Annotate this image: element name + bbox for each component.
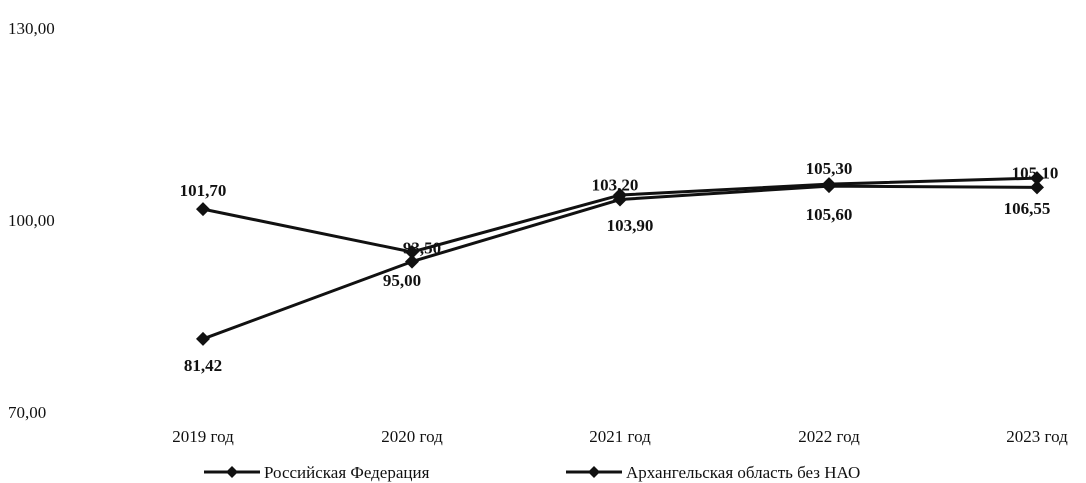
y-tick-label: 100,00 bbox=[8, 211, 55, 230]
data-label: 93,50 bbox=[403, 239, 441, 258]
series-2-point bbox=[196, 331, 210, 346]
y-tick-label: 70,00 bbox=[8, 403, 46, 422]
data-label: 105,10 bbox=[1012, 163, 1059, 182]
series-line-2 bbox=[202, 184, 1038, 341]
series-2-point bbox=[613, 192, 627, 207]
series-2-point bbox=[1030, 180, 1044, 195]
data-label: 105,30 bbox=[806, 159, 853, 178]
x-tick-label: 2022 год bbox=[798, 427, 860, 446]
series-2-point bbox=[405, 254, 419, 269]
data-label: 101,70 bbox=[180, 181, 227, 200]
data-label: 95,00 bbox=[383, 271, 421, 290]
data-label: 105,60 bbox=[806, 205, 853, 224]
x-tick-label: 2020 год bbox=[381, 427, 443, 446]
data-label: 103,90 bbox=[607, 216, 654, 235]
y-tick-label: 130,00 bbox=[8, 19, 55, 38]
x-tick-label: 2021 год bbox=[589, 427, 651, 446]
legend-marker-2 bbox=[588, 466, 600, 478]
legend-label-2: Архангельская область без НАО bbox=[626, 463, 860, 482]
legend-label-1: Российская Федерация bbox=[264, 463, 430, 482]
series-2-point bbox=[822, 179, 836, 194]
data-label: 106,55 bbox=[1004, 199, 1051, 218]
x-tick-label: 2019 год bbox=[172, 427, 234, 446]
data-label: 103,20 bbox=[592, 176, 639, 195]
series-1-point bbox=[196, 202, 210, 217]
series-1-point bbox=[1030, 171, 1044, 186]
series-1-point bbox=[405, 245, 419, 259]
x-tick-label: 2023 год bbox=[1006, 427, 1068, 446]
data-label: 81,42 bbox=[184, 356, 222, 375]
legend-marker-1 bbox=[226, 466, 238, 478]
